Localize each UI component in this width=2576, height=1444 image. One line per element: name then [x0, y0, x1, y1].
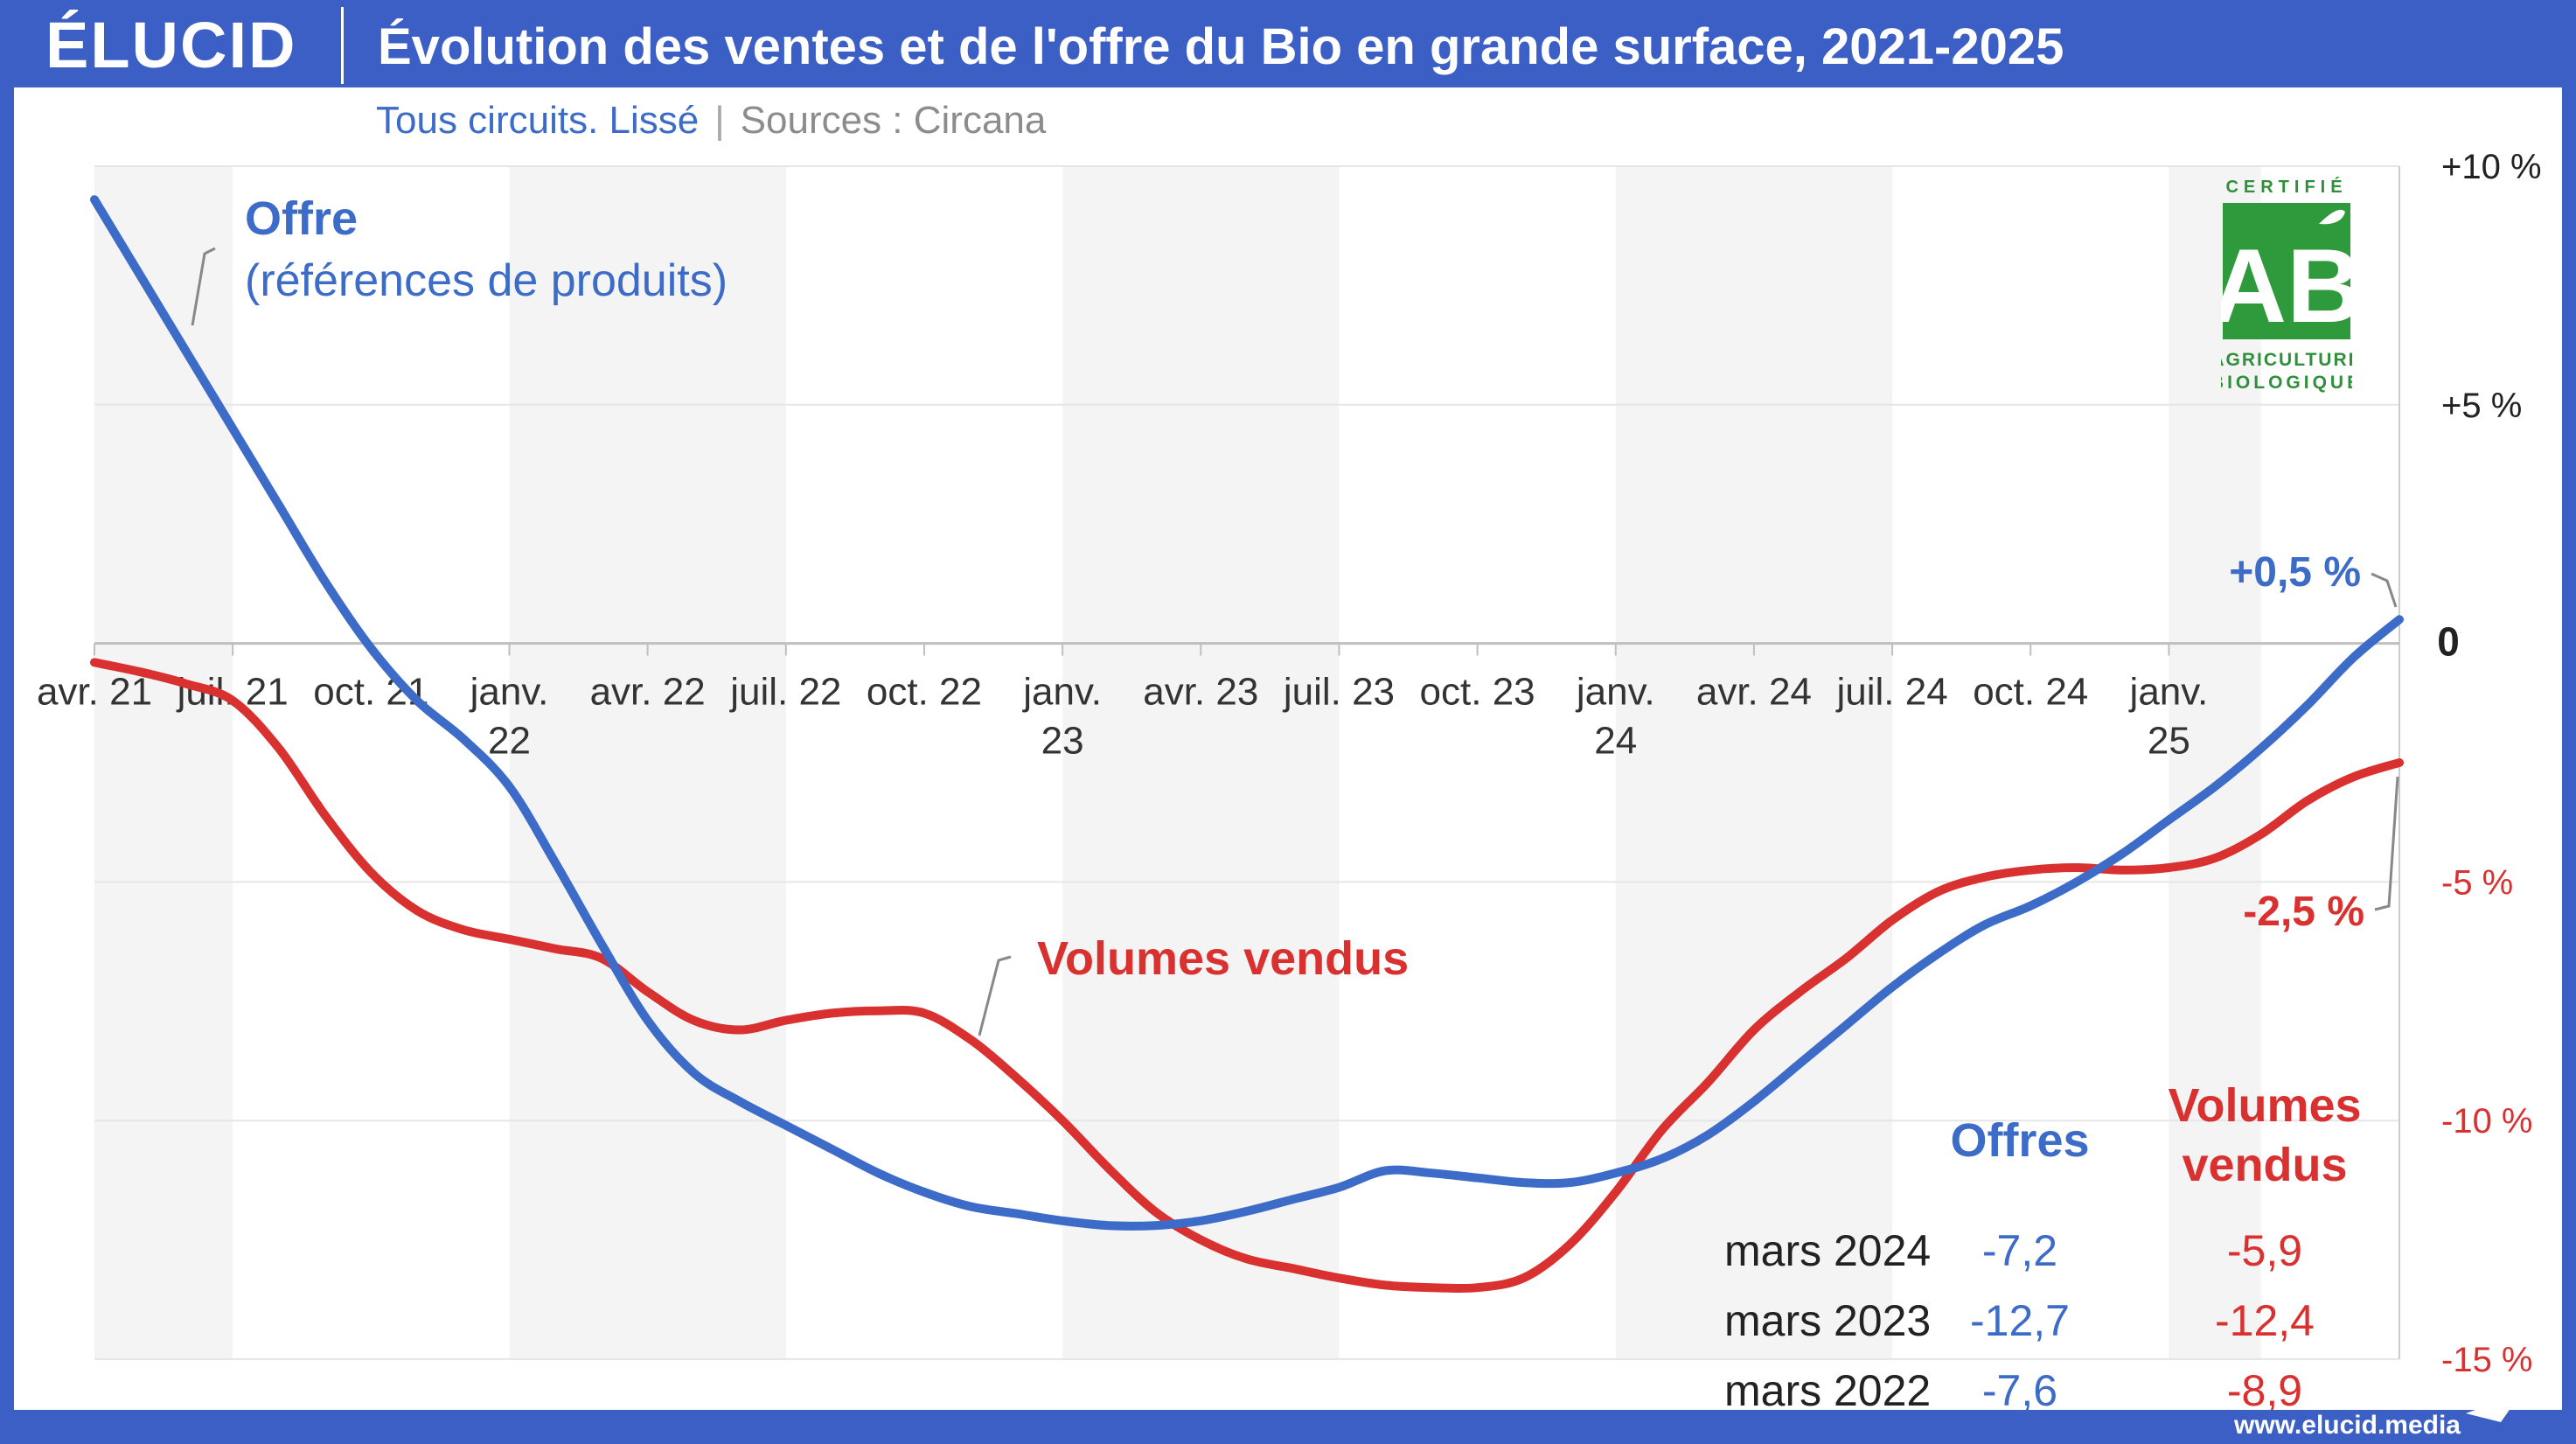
summary-header-volumes-line: Volumes: [2168, 1079, 2362, 1132]
y-tick-label: -5 %: [2441, 863, 2513, 902]
x-tick-label: juil. 22: [728, 671, 841, 714]
x-tick-label: oct. 24: [1973, 671, 2088, 714]
chart-title: Évolution des ventes et de l'offre du Bi…: [378, 18, 2064, 75]
y-tick-label: +5 %: [2441, 387, 2522, 425]
shaded-band: [509, 166, 786, 1359]
y-axis: +10 % +5 % 0 -5 % -10 % -15 %: [2437, 148, 2541, 1379]
offre-series-sublabel: (références de produits): [245, 255, 728, 306]
x-tick-label: 22: [488, 720, 531, 763]
x-tick-label: janv.: [2128, 671, 2209, 714]
volumes-leader: [978, 955, 1012, 1036]
x-tick-label: 25: [2148, 720, 2190, 763]
subtitle-text: Tous circuits. Lissé: [376, 99, 700, 142]
ab-top-text: CERTIFIÉ: [2225, 177, 2347, 197]
x-tick-label: avr. 21: [37, 671, 152, 714]
ab-line2: BIOLOGIQUE: [2221, 373, 2352, 393]
summary-table: Offres Volumes vendus mars 2024 -7,2 -5,9 mars…: [1714, 1076, 2571, 1415]
footer-bar: [0, 1410, 2576, 1444]
footer-url[interactable]: www.elucid.media: [2234, 1411, 2461, 1440]
summary-header-volumes: Volumes vendus: [2151, 1076, 2378, 1195]
x-tick-label: juil. 21: [176, 671, 289, 714]
summary-volumes-value: -5,9: [2226, 1226, 2303, 1275]
x-tick-label: 24: [1594, 720, 1637, 763]
chart-subtitle: Tous circuits. Lissé | Sources : Circana: [376, 94, 1046, 147]
offre-end-label: +0,5 %: [2229, 549, 2361, 596]
header-divider: [341, 7, 344, 84]
offre-line: [90, 195, 2404, 1231]
summary-row-label: mars 2023: [1724, 1296, 1932, 1345]
summary-offres-value: -7,2: [1981, 1226, 2058, 1275]
summary-row-label: mars 2024: [1724, 1226, 1932, 1275]
ab-certified-logo: CERTIFIÉ AB AGRICULTURE BIOLOGIQUE: [2221, 177, 2352, 393]
x-tick-label: 23: [1041, 720, 1084, 763]
summary-header-offres: Offres: [1950, 1114, 2090, 1167]
x-tick-label: oct. 23: [1420, 671, 1535, 714]
offre-leader: [191, 247, 216, 326]
series-annotations: Offre (références de produits) Volumes ven…: [191, 192, 2399, 1036]
x-tick-label: avr. 23: [1143, 671, 1258, 714]
volumes-end-leader: [2374, 776, 2399, 911]
shaded-band: [94, 166, 233, 1359]
elucid-logo: ÉLUCID: [45, 9, 297, 81]
x-tick-label: janv.: [1021, 671, 1102, 714]
y-tick-label: -15 %: [2441, 1341, 2533, 1379]
x-tick-label: juil. 23: [1282, 671, 1395, 714]
subtitle-source: Sources : Circana: [740, 99, 1047, 142]
x-tick-label: avr. 24: [1696, 671, 1812, 714]
series-lines: [90, 195, 2404, 1294]
summary-offres-value: -7,6: [1981, 1366, 2058, 1415]
x-tick-label: avr. 22: [590, 671, 706, 714]
ab-mark: AB: [2221, 227, 2352, 345]
shaded-bands: [94, 166, 2261, 1359]
y-tick-label: -10 %: [2441, 1102, 2533, 1141]
offre-end-leader: [2371, 572, 2398, 608]
summary-offres-value: -12,7: [1970, 1296, 2070, 1345]
summary-header-volumes-line: vendus: [2182, 1139, 2348, 1191]
offre-series-label: Offre: [245, 192, 358, 245]
x-tick-label: janv.: [1575, 671, 1655, 714]
ab-line1: AGRICULTURE: [2221, 350, 2352, 370]
paper-plane-icon: [2466, 1392, 2522, 1422]
volumes-series-label: Volumes vendus: [1037, 932, 1409, 985]
volumes-line: [90, 658, 2404, 1294]
header-bar: [0, 0, 2576, 87]
x-tick-label: oct. 22: [867, 671, 982, 714]
summary-volumes-value: -8,9: [2226, 1366, 2303, 1415]
volumes-end-label: -2,5 %: [2243, 889, 2364, 935]
subtitle-separator: |: [714, 99, 725, 142]
summary-row-label: mars 2022: [1724, 1366, 1932, 1415]
y-tick-label: +10 %: [2441, 148, 2542, 186]
shaded-band: [1062, 166, 1340, 1359]
leaf-icon: [2319, 209, 2345, 225]
y-tick-label: 0: [2437, 619, 2460, 665]
x-tick-label: juil. 24: [1835, 671, 1947, 714]
x-tick-label: janv.: [469, 671, 549, 714]
summary-volumes-value: -12,4: [2215, 1296, 2315, 1345]
ab-green-box: [2223, 203, 2350, 339]
